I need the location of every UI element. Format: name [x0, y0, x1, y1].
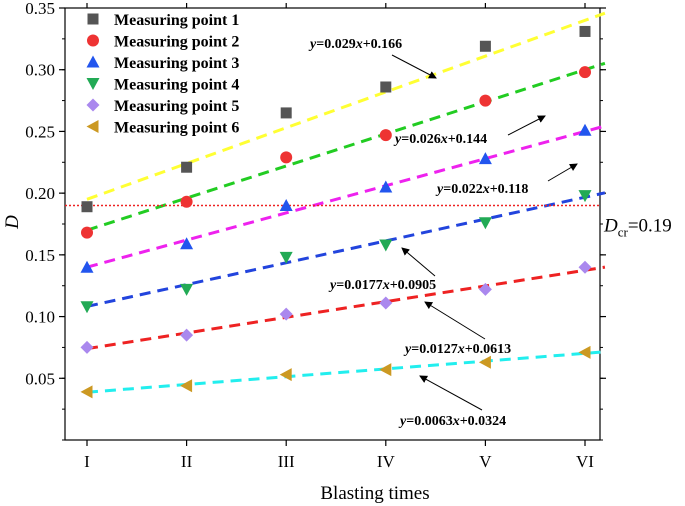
data-point: [579, 66, 591, 79]
y-tick-label: 0.15: [25, 246, 55, 265]
legend-label: Measuring point 2: [114, 34, 239, 51]
data-point: [180, 379, 193, 393]
data-point: [478, 355, 491, 369]
data-point: [479, 40, 491, 52]
legend: Measuring point 1 Measuring point 2 Measur…: [86, 12, 239, 137]
data-point: [478, 282, 492, 296]
legend-marker: [87, 34, 99, 47]
equation-arrow: [419, 375, 483, 411]
equation-label: y=0.0063x+0.0324: [398, 414, 506, 429]
legend-marker: [86, 55, 100, 68]
equation-arrow: [424, 301, 486, 340]
x-tick-label: III: [278, 452, 295, 471]
data-point: [80, 301, 94, 314]
data-point: [180, 237, 194, 250]
fit-line: [86, 61, 606, 232]
data-point: [279, 251, 293, 264]
y-tick-label: 0.35: [25, 0, 55, 18]
equation-arrow: [507, 115, 546, 136]
data-points: [80, 25, 592, 399]
data-point: [181, 161, 193, 173]
x-axis-ticks: I II III IV V VI: [84, 3, 594, 471]
data-point: [80, 260, 94, 273]
equation-annotations: y=0.029x+0.166 y=0.026x+0.144 y=0.022x+0.1…: [308, 37, 578, 429]
data-point: [478, 217, 492, 230]
data-point: [180, 328, 194, 342]
equation-label: y=0.029x+0.166: [308, 37, 402, 52]
equation-label: y=0.026x+0.144: [393, 132, 487, 147]
legend-marker: [86, 78, 100, 90]
equation-label: y=0.0177x+0.0905: [328, 278, 436, 293]
equation-arrow: [547, 163, 578, 182]
data-point: [280, 107, 292, 119]
x-axis-title: Blasting times: [320, 483, 429, 504]
legend-label: Measuring point 3: [114, 55, 239, 72]
legend-marker: [87, 13, 99, 25]
y-tick-label: 0.05: [25, 369, 55, 388]
x-tick-label: I: [84, 452, 90, 471]
data-point: [578, 345, 591, 359]
y-tick-label: 0.10: [25, 308, 55, 327]
legend-label: Measuring point 6: [114, 120, 239, 137]
fit-line: [86, 191, 606, 308]
legend-label: Measuring point 5: [114, 98, 239, 115]
data-point: [479, 94, 492, 107]
y-tick-label: 0.30: [25, 61, 55, 80]
data-point: [578, 260, 592, 274]
fit-line: [86, 350, 606, 394]
data-point: [579, 25, 591, 37]
data-point: [80, 385, 93, 399]
legend-label: Measuring point 1: [114, 12, 239, 29]
data-point: [280, 151, 293, 164]
data-point: [379, 180, 393, 193]
legend-marker: [86, 98, 100, 112]
data-point: [279, 368, 292, 382]
equation-arrow: [391, 54, 437, 79]
x-tick-label: II: [181, 452, 193, 471]
y-tick-label: 0.25: [25, 122, 55, 141]
data-point: [80, 340, 94, 354]
threshold-group: Dcr=0.19: [65, 204, 672, 239]
data-point: [279, 198, 293, 211]
data-point: [180, 195, 193, 208]
data-point: [578, 190, 592, 203]
data-point: [380, 81, 392, 93]
x-tick-label: VI: [576, 452, 594, 471]
data-point: [180, 283, 194, 296]
fit-lines: [86, 11, 606, 394]
y-axis-ticks: 0.05 0.10 0.15 0.20 0.25 0.30 0.35: [25, 0, 606, 441]
equation-label: y=0.0127x+0.0613: [403, 342, 511, 357]
legend-label: Measuring point 4: [114, 77, 239, 94]
data-point: [379, 129, 392, 142]
x-tick-label: IV: [377, 452, 396, 471]
legend-marker: [86, 120, 99, 133]
plot-frame: [64, 7, 601, 441]
data-point: [81, 226, 93, 239]
equation-arrow: [401, 247, 436, 277]
data-point: [379, 239, 393, 252]
data-point: [478, 152, 492, 165]
equation-label: y=0.022x+0.118: [435, 182, 528, 197]
fit-line: [86, 11, 606, 201]
y-axis-title: D: [2, 215, 23, 230]
data-point: [279, 307, 293, 321]
data-point: [578, 123, 592, 136]
y-tick-label: 0.20: [25, 184, 55, 203]
data-point: [81, 201, 93, 213]
x-tick-label: V: [479, 452, 492, 471]
fit-line: [86, 265, 606, 351]
threshold-label: Dcr=0.19: [603, 215, 672, 239]
data-point: [379, 363, 392, 377]
data-point: [379, 296, 393, 310]
